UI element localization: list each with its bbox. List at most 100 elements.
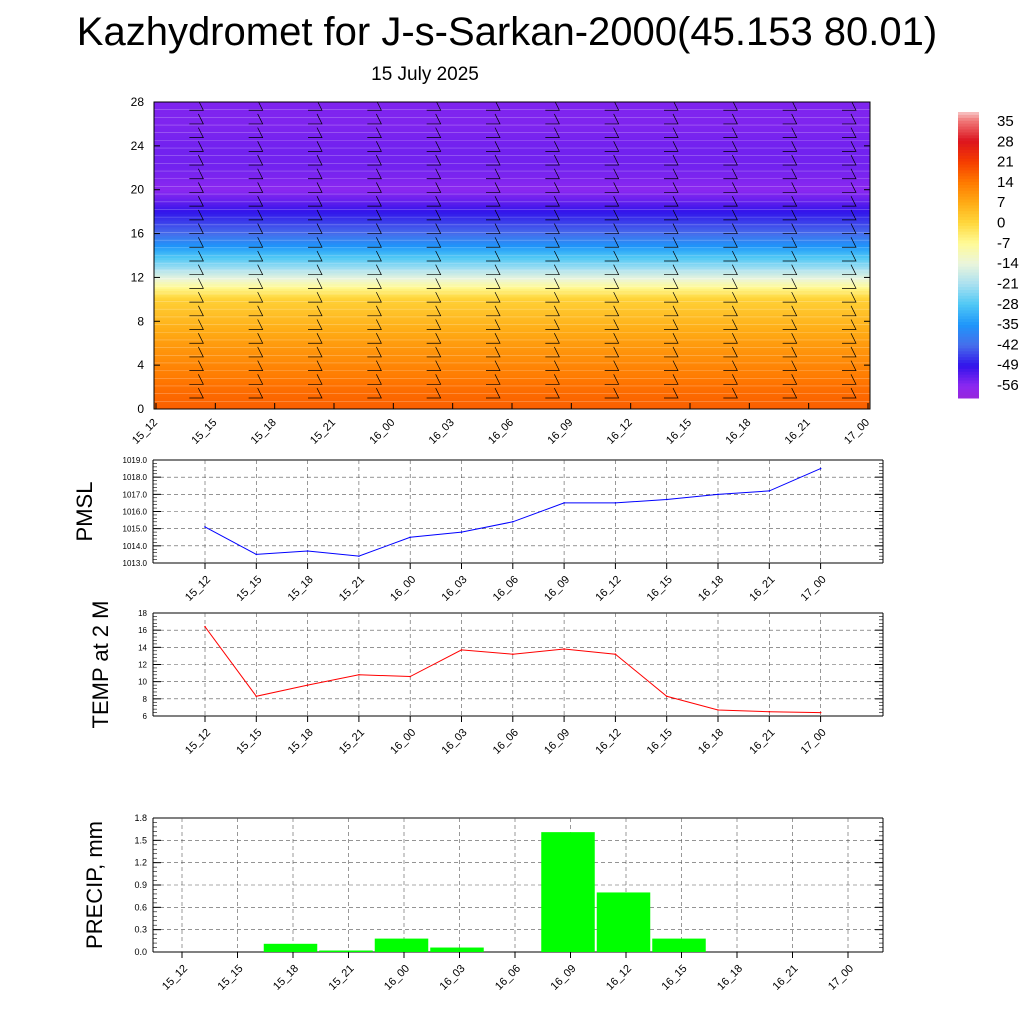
x-tick-label: 16_12 [593, 727, 623, 757]
wind-barb [367, 278, 382, 289]
wind-barb [604, 250, 620, 262]
wind-barb [426, 127, 442, 138]
wind-barb [130, 333, 144, 343]
x-tick-label: 16_03 [440, 574, 470, 604]
wind-barb [782, 196, 798, 207]
colorbar-segment [958, 322, 979, 326]
wind-barb [308, 374, 323, 385]
wind-barb [723, 154, 738, 166]
temperature-band [154, 117, 870, 120]
temperature-band [154, 285, 870, 289]
wind-barb [130, 196, 144, 206]
wind-barb [486, 333, 501, 344]
wind-barb [842, 360, 857, 371]
wind-barb [426, 291, 442, 303]
wind-barb [664, 182, 679, 193]
x-tick-label: 16_00 [388, 574, 418, 604]
wind-barb [723, 223, 738, 234]
wind-barb [545, 387, 560, 399]
wind-barb [604, 209, 620, 221]
colorbar-segment [958, 193, 979, 198]
wind-barb [723, 291, 738, 303]
wind-barb [723, 333, 738, 344]
temperature-band [154, 261, 870, 265]
data-point [409, 675, 412, 678]
colorbar-segment [958, 138, 979, 142]
wind-barb [426, 141, 442, 152]
wind-barb [842, 387, 857, 399]
colorbar-segment [958, 260, 979, 265]
wind-barb [545, 305, 560, 317]
wind-barb [604, 196, 620, 207]
y-tick-label: 0.3 [134, 925, 147, 935]
data-point [614, 502, 617, 504]
x-tick-label: 16_06 [491, 727, 521, 757]
wind-barb [130, 251, 144, 261]
colorbar-segment [958, 301, 979, 306]
x-tick-label: 16_06 [491, 574, 521, 604]
x-tick-label: 16_15 [645, 574, 675, 604]
wind-barb [486, 168, 501, 180]
wind-barb [426, 264, 442, 276]
x-tick-label: 15_21 [327, 963, 357, 993]
data-point [563, 648, 565, 650]
y-tick-label: 12 [131, 270, 145, 284]
wind-barb [782, 209, 798, 221]
x-tick-label: 15_18 [271, 963, 301, 993]
wind-barb [486, 319, 501, 330]
temperature-band [154, 239, 870, 243]
wind-barb [308, 113, 323, 125]
temperature-band [154, 195, 870, 199]
temperature-band [154, 180, 870, 184]
colorbar-segment [958, 228, 979, 233]
x-tick-label: 16_03 [438, 963, 468, 993]
temperature-band [154, 334, 870, 337]
x-tick-label: 17_00 [826, 963, 856, 993]
wind-barb [308, 182, 323, 193]
temperature-band [154, 272, 870, 276]
wind-barb [664, 141, 679, 152]
x-tick-label: 15_21 [337, 574, 367, 604]
wind-barb [604, 346, 620, 358]
colorbar-segment [958, 374, 979, 379]
wind-barb [367, 387, 382, 399]
wind-barb [248, 113, 264, 125]
data-point [768, 710, 771, 713]
wind-barb [664, 127, 679, 138]
x-tick-label: 15_12 [160, 963, 190, 993]
wind-barb [664, 333, 679, 344]
wind-barb [782, 360, 798, 371]
temperature-band [154, 316, 870, 320]
colorbar-label: -35 [997, 316, 1019, 333]
data-point [717, 709, 719, 711]
wind-barb [723, 168, 738, 180]
wind-barb [545, 154, 560, 166]
x-tick-label: 15_18 [286, 727, 316, 757]
y-tick-label: 0.9 [134, 880, 147, 890]
temperature-band [154, 386, 870, 390]
temperature-band [154, 371, 870, 375]
wind-barb [248, 196, 264, 207]
colorbar-segment [958, 173, 979, 177]
wind-barb [664, 113, 679, 125]
wind-barb [308, 196, 323, 207]
colorbar-segment [958, 184, 979, 189]
wind-barb [308, 333, 323, 344]
temperature-band [154, 336, 870, 340]
y-tick-label: 18 [138, 609, 147, 618]
x-tick-label: 16_15 [664, 417, 694, 447]
wind-barb [842, 264, 857, 276]
y-tick-label: 1015.0 [123, 525, 148, 534]
temperature-band [154, 268, 870, 272]
wind-barb [367, 154, 382, 166]
wind-barb [842, 141, 857, 152]
colorbar-segment [958, 170, 979, 174]
x-tick-label: 16_00 [388, 727, 418, 757]
wind-barb [723, 374, 738, 385]
wind-barb [486, 291, 501, 303]
colorbar-segment [958, 120, 979, 125]
x-tick-label: 16_18 [696, 727, 726, 757]
y-tick-label: 28 [131, 95, 145, 109]
temperature-band [154, 136, 870, 140]
temperature-band [154, 121, 870, 125]
